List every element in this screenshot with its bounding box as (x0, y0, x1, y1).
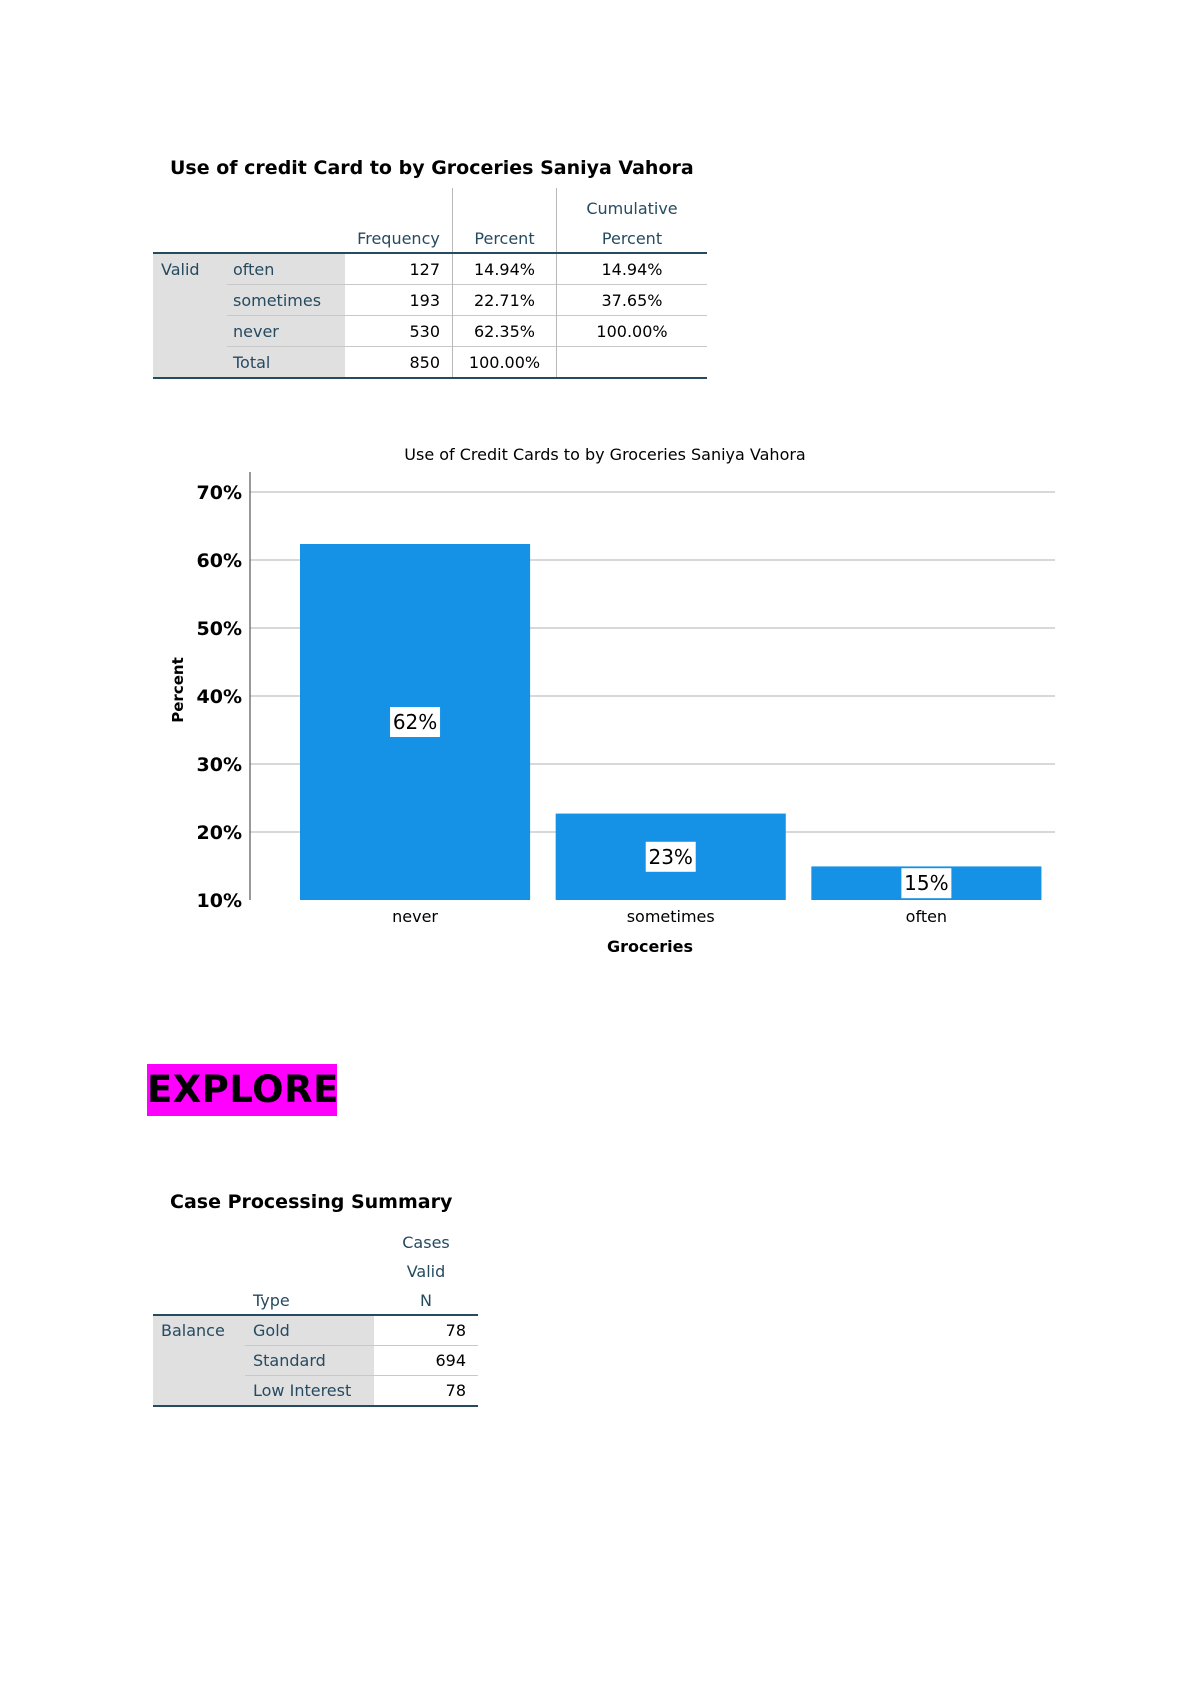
cumulative-header-line1: Cumulative (556, 188, 707, 218)
x-tick-label: sometimes (627, 907, 715, 926)
y-tick-label: 30% (197, 754, 242, 776)
data-label-box (390, 707, 441, 738)
table-row: Balance Gold 78 (153, 1314, 478, 1407)
table-row: sometimes 193 22.71% 37.65% (153, 284, 707, 316)
y-tick-label: 70% (197, 482, 242, 504)
cumulative-value: 37.65% (556, 284, 707, 316)
percent-header: Percent (452, 218, 557, 253)
percent-value: 100.00% (452, 346, 557, 379)
y-tick-label: 20% (197, 822, 242, 844)
frequency-value: 193 (345, 284, 453, 316)
frequency-table: Cumulative Frequency Percent Percent Val… (153, 188, 707, 379)
data-label: 23% (648, 845, 692, 869)
valid-header: Valid (406, 1262, 446, 1281)
percent-value: 22.71% (452, 284, 557, 316)
y-axis-label: Percent (169, 657, 187, 722)
data-label-box (901, 868, 952, 899)
row-label: Standard (245, 1345, 374, 1376)
cumulative-value: 14.94% (556, 252, 707, 285)
y-tick-label: 60% (197, 550, 242, 572)
percent-value: 14.94% (452, 252, 557, 285)
table-row: Valid often 127 14.94% 14.94% (153, 252, 707, 379)
percent-value: 62.35% (452, 315, 557, 347)
x-tick-label: often (906, 907, 947, 926)
explore-heading: EXPLORE (147, 1064, 338, 1116)
frequency-table-title: Use of credit Card to by Groceries Saniy… (170, 157, 694, 179)
y-tick-label: 10% (197, 890, 242, 912)
data-label-box (645, 841, 696, 872)
n-value: 694 (374, 1345, 478, 1376)
row-label: Low Interest (245, 1375, 374, 1407)
row-label: often (227, 252, 345, 285)
n-value: 78 (374, 1375, 478, 1407)
case-summary-title: Case Processing Summary (170, 1191, 453, 1213)
table-row: never 530 62.35% 100.00% (153, 315, 707, 347)
y-tick-label: 50% (197, 618, 242, 640)
row-label: Total (227, 346, 345, 379)
cumulative-header-line2: Percent (556, 218, 707, 253)
percent-bar-chart: Use of Credit Cards to by Groceries Sani… (169, 445, 1055, 956)
data-label: 62% (393, 710, 437, 734)
frequency-value: 127 (345, 252, 453, 285)
x-axis-label: Groceries (607, 937, 693, 956)
frequency-value: 530 (345, 315, 453, 347)
n-header: N (420, 1291, 432, 1310)
y-tick-label: 40% (197, 686, 242, 708)
chart-title: Use of Credit Cards to by Groceries Sani… (404, 445, 805, 464)
valid-group-label: Valid (153, 252, 227, 379)
cumulative-value (556, 346, 707, 379)
type-header: Type (253, 1291, 290, 1310)
table-row: Low Interest 78 (153, 1375, 478, 1407)
case-processing-table: Cases Valid Type N Balance Gold 78 Stand… (153, 1223, 478, 1407)
n-value: 78 (374, 1314, 478, 1346)
row-label: Gold (245, 1314, 374, 1346)
table-row: Total 850 100.00% (153, 346, 707, 379)
balance-group-label: Balance (153, 1314, 245, 1407)
table-row: Standard 694 (153, 1345, 478, 1376)
x-tick-label: never (392, 907, 438, 926)
frequency-value: 850 (345, 346, 453, 379)
row-label: sometimes (227, 284, 345, 316)
cases-header: Cases (402, 1233, 450, 1252)
cumulative-value: 100.00% (556, 315, 707, 347)
frequency-header: Frequency (357, 229, 440, 248)
row-label: never (227, 315, 345, 347)
data-label: 15% (904, 871, 948, 895)
